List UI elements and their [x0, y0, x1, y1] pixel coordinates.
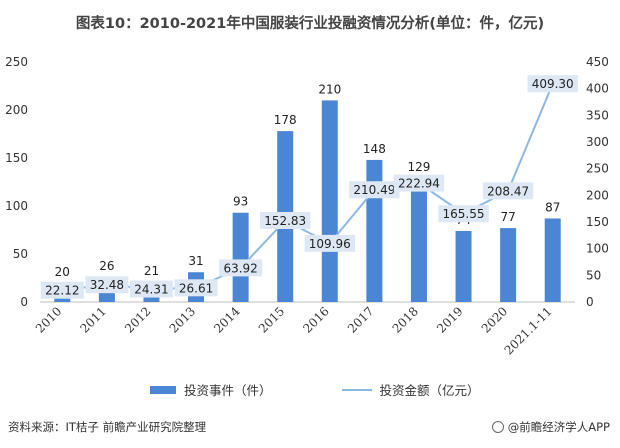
- y-left-tick-label: 200: [5, 103, 28, 117]
- y-right-tick-label: 400: [586, 82, 609, 96]
- line-data-label: 24.31: [134, 283, 168, 297]
- bar-data-label: 77: [500, 210, 515, 224]
- y-right-tick-label: 100: [586, 242, 609, 256]
- bar-data-label: 20: [55, 265, 70, 279]
- x-tick-label: 2019: [434, 304, 465, 335]
- bar-data-label: 210: [318, 82, 341, 96]
- line-series: [62, 83, 554, 292]
- y-right-tick-label: 450: [586, 55, 609, 69]
- x-tick-label: 2018: [390, 304, 421, 335]
- bar-data-label: 129: [408, 160, 431, 174]
- y-right-tick-label: 350: [586, 108, 609, 122]
- bar-data-label: 21: [144, 264, 159, 278]
- x-tick-label: 2014: [211, 304, 243, 336]
- x-tick-label: 2013: [167, 304, 198, 335]
- line-label-box: [438, 205, 489, 223]
- line-data-label: 152.83: [264, 214, 306, 228]
- line-label-box: [219, 259, 263, 277]
- line-data-label: 32.48: [90, 278, 124, 292]
- y-left-tick-label: 250: [5, 55, 28, 69]
- line-label-box: [393, 174, 445, 192]
- bar: [321, 100, 338, 303]
- x-tick-label: 2011: [77, 304, 108, 335]
- bar: [455, 230, 472, 302]
- bar: [500, 228, 517, 302]
- legend-line-swatch: [341, 388, 372, 391]
- x-tick-label: 2016: [300, 304, 331, 335]
- legend-line-label: 投资金额（亿元）: [379, 383, 480, 398]
- line-label-box: [482, 182, 534, 200]
- legend-bar-label: 投资事件（件）: [184, 383, 272, 398]
- bar: [410, 178, 427, 302]
- line-data-label: 109.96: [309, 237, 351, 251]
- line-label-box: [304, 234, 355, 252]
- y-right-tick-label: 250: [586, 162, 609, 176]
- source-note: 资料来源：IT桔子 前瞻产业研究院整理: [8, 420, 207, 434]
- brand-icon: [491, 421, 504, 433]
- line-data-label: 409.30: [532, 77, 574, 91]
- x-tick-label: 2020: [479, 304, 510, 335]
- bar-data-label: 178: [274, 113, 297, 127]
- line-label-box: [260, 211, 311, 229]
- line-data-label: 222.94: [398, 177, 440, 191]
- chart-title: 图表10：2010-2021年中国服装行业投融资情况分析(单位：件，亿元): [75, 16, 545, 32]
- chart-legend: 投资事件（件） 投资金额（亿元）: [150, 380, 550, 399]
- line-data-label: 208.47: [487, 184, 529, 198]
- bar-data-label: 87: [545, 200, 560, 214]
- brand-label: @前瞻经济学人APP: [507, 420, 610, 434]
- x-tick-label: 2017: [345, 304, 376, 335]
- y-left-tick-label: 50: [13, 247, 28, 261]
- line-label-box: [527, 75, 578, 93]
- x-tick-label: 2010: [33, 304, 64, 335]
- y-right-tick-label: 50: [586, 268, 601, 282]
- y-right-tick-label: 150: [586, 215, 609, 229]
- line-label-box: [85, 276, 129, 294]
- bar: [544, 218, 561, 302]
- line-data-label: 63.92: [223, 261, 257, 275]
- bar: [366, 159, 383, 302]
- y-left-tick-label: 100: [5, 199, 28, 213]
- line-label-box: [349, 181, 400, 199]
- line-label-box: [174, 279, 218, 297]
- bar-data-label: 148: [363, 142, 386, 156]
- bar-data-label: 26: [99, 259, 114, 273]
- line-label-box: [40, 281, 84, 299]
- line-data-label: 26.61: [179, 281, 213, 295]
- y-right-tick-label: 0: [586, 295, 594, 309]
- legend-item-bar: 投资事件（件）: [150, 380, 272, 399]
- line-label-box: [129, 280, 173, 298]
- bar: [232, 212, 249, 302]
- brand-watermark: @前瞻经济学人APP: [491, 419, 610, 435]
- x-tick-label: 2021.1-11: [502, 304, 555, 357]
- legend-item-line: 投资金额（亿元）: [341, 380, 480, 399]
- y-right-tick-label: 300: [586, 135, 609, 149]
- x-tick-label: 2015: [256, 304, 287, 335]
- line-data-label: 22.12: [45, 284, 79, 298]
- y-left-tick-label: 150: [5, 151, 28, 165]
- y-right-tick-label: 200: [586, 188, 609, 202]
- bar-data-label: 93: [233, 195, 248, 209]
- line-data-label: 210.49: [353, 183, 395, 197]
- y-left-tick-label: 0: [20, 295, 28, 309]
- line-data-label: 165.55: [443, 207, 485, 221]
- bar-data-label: 31: [188, 254, 203, 268]
- x-tick-label: 2012: [122, 304, 153, 335]
- legend-bar-swatch: [150, 385, 176, 394]
